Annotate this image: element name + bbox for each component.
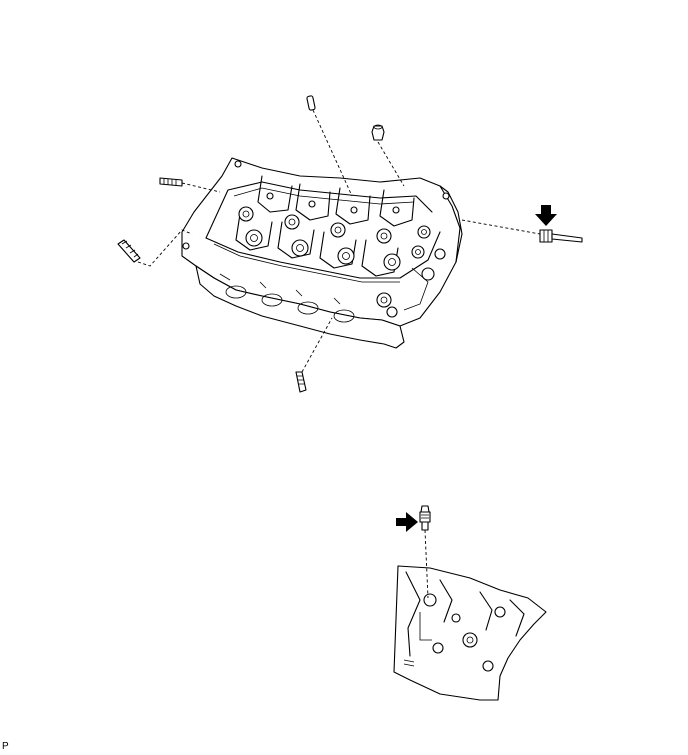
stud-bolt-bottom — [295, 317, 333, 393]
union-bolt — [461, 219, 583, 243]
arrow-down — [535, 205, 557, 226]
stud-bolt-left-upper — [159, 177, 221, 193]
bolt-bosses — [182, 160, 450, 318]
ring-pin — [371, 124, 405, 187]
fitting — [419, 505, 431, 599]
cylinder-head-side-wall — [195, 265, 405, 349]
inset-cylinder-head — [393, 565, 547, 701]
cylinder-head — [181, 157, 463, 349]
exhaust-ports — [219, 273, 355, 323]
arrow-right — [396, 512, 418, 532]
straight-pin — [306, 95, 353, 197]
figure-corner-label: P — [2, 741, 9, 752]
stud-bolt-left-lower — [117, 229, 193, 267]
